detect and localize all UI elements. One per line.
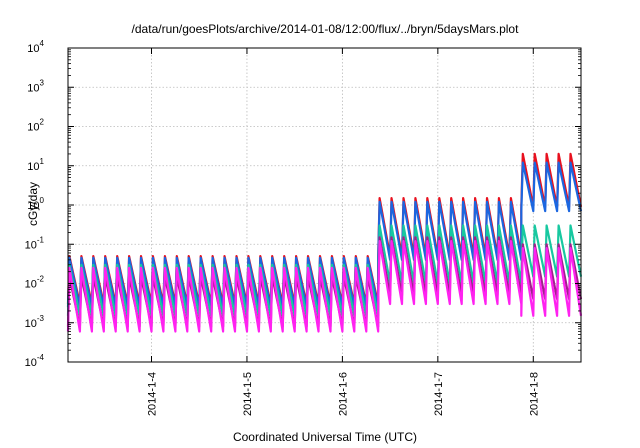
series-group: [66, 152, 583, 333]
chart-title: /data/run/goesPlots/archive/2014-01-08/1…: [132, 22, 520, 36]
y-tick-label: 10-3: [25, 314, 45, 330]
series-line: [66, 240, 583, 333]
y-axis-label: cGy/day: [26, 182, 40, 226]
x-tick-label: 2014-1-8: [528, 372, 540, 416]
y-tick-label: 101: [27, 157, 44, 173]
y-tick-label: 102: [27, 118, 44, 134]
y-tick-label: 10-4: [25, 353, 45, 369]
x-tick-label: 2014-1-5: [242, 372, 254, 416]
y-tick-label: 100: [27, 196, 44, 212]
y-tick-label: 104: [27, 39, 44, 55]
ticks: 10-4 10-3 10-2 10-1 100 101 102 103 104 2014-1-4 2…: [25, 39, 581, 416]
y-tick-label: 103: [27, 78, 44, 94]
y-tick-label: 10-2: [25, 275, 45, 291]
x-axis-label: Coordinated Universal Time (UTC): [233, 430, 417, 444]
grid: [68, 48, 581, 362]
x-tick-label: 2014-1-7: [433, 372, 445, 416]
x-tick-label: 2014-1-6: [337, 372, 349, 416]
y-tick-label: 10-1: [25, 235, 45, 251]
x-tick-label: 2014-1-4: [147, 372, 159, 416]
